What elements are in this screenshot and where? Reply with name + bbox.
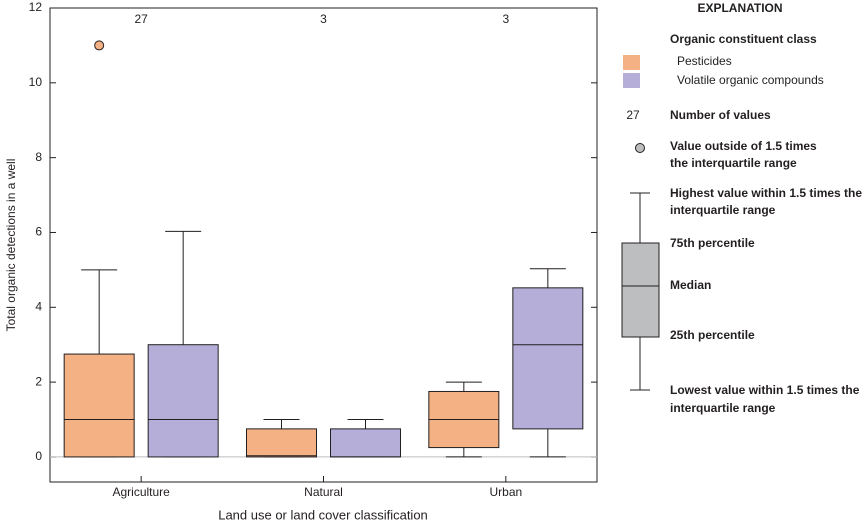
legend-text: Median: [670, 278, 711, 292]
y-tick-label: 12: [29, 0, 43, 14]
count-label: 27: [134, 12, 148, 26]
y-axis-label: Total organic detections in a well: [4, 159, 18, 332]
x-tick-label: Agriculture: [112, 485, 170, 499]
legend-text: the interquartile range: [670, 156, 797, 170]
legend-text: Number of values: [670, 108, 771, 122]
legend-label: Volatile organic compounds: [677, 73, 824, 87]
explanation: EXPLANATION Organic constituent class Pe…: [621, 1, 862, 415]
count-example: 27: [626, 108, 640, 122]
legend-title: EXPLANATION: [697, 1, 782, 15]
legend-box: [621, 242, 660, 338]
count-label: 3: [320, 12, 327, 26]
box: [330, 428, 401, 458]
legend-text: interquartile range: [670, 203, 776, 217]
legend-text: Value outside of 1.5 times: [670, 139, 817, 153]
legend-swatch: [623, 73, 640, 88]
legend-text: 75th percentile: [670, 236, 755, 250]
y-tick-label: 0: [35, 449, 42, 463]
legend-label: Pesticides: [677, 54, 732, 68]
x-tick-label: Natural: [304, 485, 343, 499]
y-tick-label: 2: [35, 374, 42, 388]
box: [512, 287, 584, 430]
y-tick-label: 4: [35, 299, 42, 313]
legend-text: Lowest value within 1.5 times the: [670, 383, 860, 397]
count-label: 3: [502, 12, 509, 26]
y-tick-label: 6: [35, 225, 42, 239]
legend-swatch: [623, 55, 640, 70]
legend-text: Highest value within 1.5 times the: [670, 186, 862, 200]
y-tick-label: 8: [35, 150, 42, 164]
x-axis-label: Land use or land cover classification: [218, 507, 428, 522]
box: [63, 353, 135, 458]
legend-heading: Organic constituent class: [670, 32, 817, 46]
box: [147, 344, 219, 458]
legend-text: 25th percentile: [670, 328, 755, 342]
legend-outlier: [635, 143, 645, 153]
y-tick-label: 10: [29, 75, 43, 89]
box: [246, 428, 317, 458]
legend-text: interquartile range: [670, 401, 776, 415]
outlier: [94, 40, 105, 51]
x-tick-label: Urban: [489, 485, 522, 499]
